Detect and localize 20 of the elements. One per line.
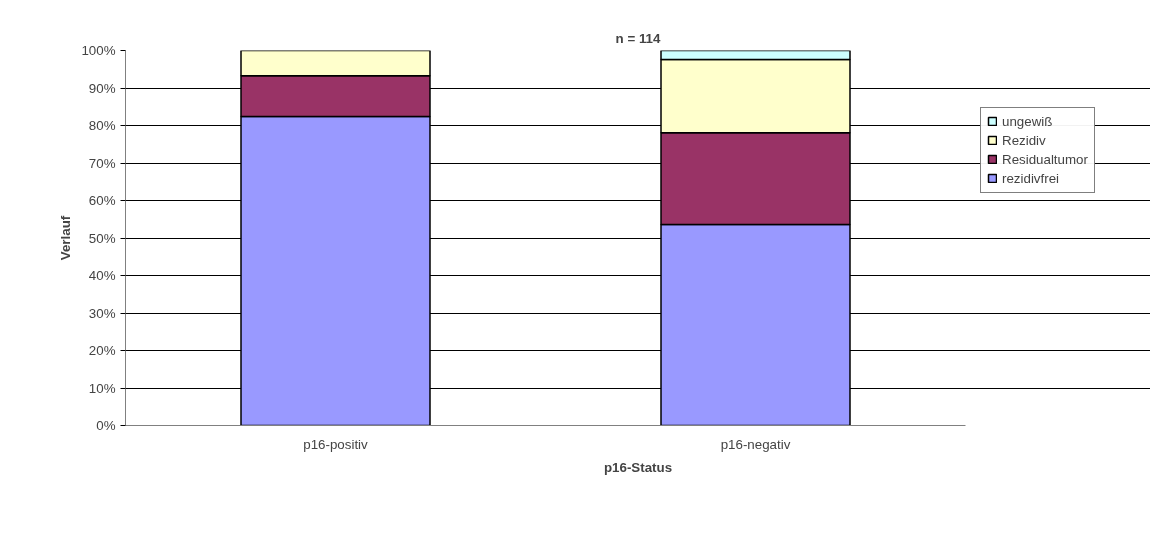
y-tick-label: 90% [88, 80, 116, 96]
y-tick-label: 20% [88, 343, 116, 358]
y-axis-title: Verlauf [58, 215, 74, 261]
y-tick-label: 80% [88, 118, 116, 133]
y-tick-label: 30% [88, 305, 116, 321]
y-tick-label: 100% [81, 43, 116, 58]
x-tick-label: p16-negativ [720, 436, 791, 452]
legend-label: Rezidiv [1002, 132, 1046, 148]
chart-title: n = 114 [615, 30, 661, 46]
x-axis-title: p16-Status [603, 459, 673, 475]
y-tick-label: 70% [88, 155, 116, 171]
legend-label: rezidivfrei [1002, 170, 1060, 186]
legend-label: Residualtumor [1002, 151, 1088, 167]
y-tick-label: 60% [88, 193, 116, 208]
legend-label: ungewiß [1002, 113, 1053, 129]
y-tick-label: 10% [88, 380, 116, 396]
y-tick-label: 0% [96, 418, 116, 433]
y-tick-label: 40% [88, 268, 116, 283]
x-tick-label: p16-positiv [303, 436, 369, 452]
y-tick-label: 50% [88, 230, 116, 246]
